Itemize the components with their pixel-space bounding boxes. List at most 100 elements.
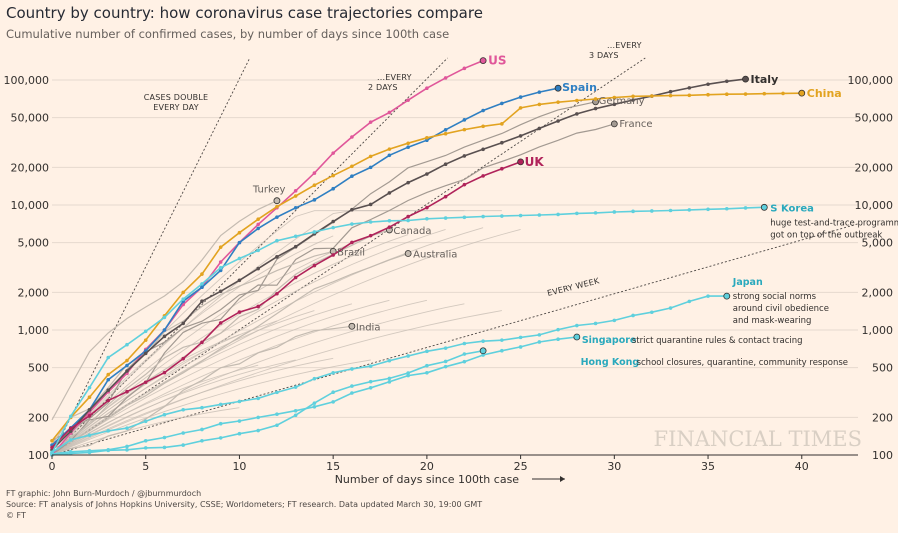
data-point (612, 102, 617, 107)
data-point (350, 391, 354, 395)
data-point (293, 408, 298, 413)
data-point (406, 98, 410, 102)
data-point (275, 390, 279, 395)
data-point (125, 363, 129, 368)
data-point (312, 171, 317, 175)
data-point (724, 79, 729, 84)
data-point (162, 315, 167, 320)
end-point (573, 333, 581, 341)
data-point (256, 428, 260, 433)
data-point (275, 291, 279, 296)
series-line-france (51, 123, 615, 456)
data-point (200, 427, 204, 432)
x-tick-label: 5 (142, 460, 149, 473)
data-point (387, 110, 392, 115)
annotation-hong-kong: school closures, quarantine, community r… (637, 358, 848, 368)
data-point (387, 218, 392, 223)
data-point (462, 215, 467, 220)
data-point (425, 217, 429, 221)
data-point (143, 446, 148, 450)
data-point (200, 340, 204, 345)
data-point (312, 230, 317, 234)
context-country-line (51, 235, 334, 456)
data-point (87, 395, 92, 400)
data-point (350, 164, 354, 169)
data-point (312, 405, 317, 409)
series-line-germany (51, 101, 596, 442)
data-point (68, 426, 73, 431)
end-point (479, 347, 487, 355)
reference-line-label: ...EVERY 3 DAYS (589, 41, 642, 60)
series-label-hong-kong: Hong Kong (581, 357, 640, 368)
data-point (68, 414, 73, 419)
series-label-japan: Japan (732, 277, 763, 288)
data-point (125, 389, 129, 394)
series-label-france: France (619, 119, 652, 130)
data-point (368, 364, 373, 368)
end-point (742, 75, 749, 83)
x-tick-label: 35 (701, 460, 715, 473)
data-point (312, 263, 317, 268)
series-label-australia: Australia (413, 250, 457, 261)
data-point (687, 86, 692, 90)
data-point (293, 275, 298, 280)
y-tick-label-right: 500 (872, 362, 893, 375)
data-point (706, 92, 710, 97)
x-tick-label: 25 (514, 460, 528, 473)
y-tick-label-right: 1,000 (862, 324, 894, 337)
context-country-line (51, 359, 296, 456)
data-point (387, 380, 392, 384)
data-point (406, 141, 410, 146)
data-point (275, 412, 279, 417)
data-point (443, 359, 448, 364)
data-point (724, 92, 729, 96)
data-point (593, 211, 598, 215)
end-point (760, 203, 768, 211)
data-point (481, 108, 485, 113)
data-point (443, 131, 448, 136)
data-point (125, 444, 129, 449)
data-point (687, 208, 692, 212)
data-point (518, 95, 523, 99)
data-point (368, 233, 373, 238)
end-point (404, 250, 412, 257)
y-tick-label-right: 5,000 (862, 237, 894, 250)
data-point (275, 204, 279, 209)
context-country-line (51, 234, 409, 456)
data-point (312, 376, 317, 381)
end-point (798, 89, 806, 97)
data-point (350, 207, 354, 212)
data-point (687, 93, 692, 98)
data-point (50, 445, 54, 450)
data-point (162, 370, 167, 375)
data-point (218, 245, 223, 249)
data-point (312, 401, 317, 405)
end-point (723, 292, 731, 300)
data-point (256, 222, 260, 227)
data-point (237, 230, 242, 235)
data-point (500, 338, 504, 342)
data-point (481, 353, 485, 357)
data-point (368, 202, 373, 207)
data-point (425, 349, 429, 354)
data-point (87, 450, 92, 455)
series-line-italy (51, 78, 746, 451)
data-point (87, 385, 92, 390)
data-point (331, 151, 335, 155)
data-point (200, 299, 204, 303)
data-point (275, 255, 279, 259)
context-country-line (51, 310, 315, 456)
context-country-line (51, 299, 390, 456)
data-point (125, 342, 129, 347)
data-point (518, 345, 523, 349)
data-point (256, 217, 260, 221)
data-point (518, 134, 523, 138)
footer-credit: FT graphic: John Burn-Murdoch / @jburnmu… (6, 489, 202, 498)
data-point (368, 165, 373, 170)
series-line-japan (51, 295, 727, 454)
data-point (706, 294, 710, 298)
series-label-spain: Spain (562, 81, 597, 94)
context-country-line (51, 407, 240, 456)
series-line-australia (51, 252, 409, 450)
x-tick-label: 40 (795, 460, 809, 473)
